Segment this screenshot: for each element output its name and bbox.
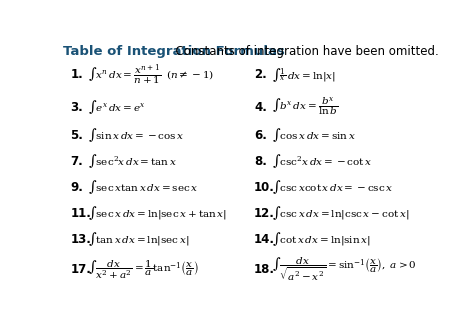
Text: 9.: 9. [70,181,83,194]
Text: 13.: 13. [70,233,91,246]
Text: 12.: 12. [254,207,275,220]
Text: $\int \csc x\cot x\,dx = -\csc x$: $\int \csc x\cot x\,dx = -\csc x$ [272,178,393,196]
Text: 4.: 4. [254,101,267,114]
Text: $\int \sec^2\!x\,dx = \tan x$: $\int \sec^2\!x\,dx = \tan x$ [88,152,177,170]
Text: 17.: 17. [70,263,91,276]
Text: $\int \tan x\,dx = \ln|\sec x|$: $\int \tan x\,dx = \ln|\sec x|$ [88,231,189,248]
Text: $\int \dfrac{dx}{x^2+a^2} = \dfrac{1}{a}\tan^{-1}\!\left(\dfrac{x}{a}\right)$: $\int \dfrac{dx}{x^2+a^2} = \dfrac{1}{a}… [88,258,199,281]
Text: Constants of integration have been omitted.: Constants of integration have been omitt… [168,45,438,58]
Text: $\int x^n\,dx = \dfrac{x^{n+1}}{n+1} \;\; (n \neq -1)$: $\int x^n\,dx = \dfrac{x^{n+1}}{n+1} \;\… [88,62,214,87]
Text: 2.: 2. [254,68,267,81]
Text: $\int \sec x\tan x\,dx = \sec x$: $\int \sec x\tan x\,dx = \sec x$ [88,178,198,196]
Text: $\int \sec x\,dx = \ln|\sec x + \tan x|$: $\int \sec x\,dx = \ln|\sec x + \tan x|$ [88,204,227,222]
Text: $\int \frac{1}{x}\,dx = \ln|x|$: $\int \frac{1}{x}\,dx = \ln|x|$ [272,66,336,84]
Text: Table of Integration Formulas: Table of Integration Formulas [63,45,285,58]
Text: $\int e^x\,dx = e^x$: $\int e^x\,dx = e^x$ [88,99,146,116]
Text: $\int \csc x\,dx = \ln|\csc x - \cot x|$: $\int \csc x\,dx = \ln|\csc x - \cot x|$ [272,204,409,222]
Text: $\int \cos x\,dx = \sin x$: $\int \cos x\,dx = \sin x$ [272,126,356,144]
Text: 18.: 18. [254,263,275,276]
Text: 5.: 5. [70,129,83,141]
Text: $\int \dfrac{dx}{\sqrt{a^2-x^2}} = \sin^{-1}\!\left(\dfrac{x}{a}\right),\; a>0$: $\int \dfrac{dx}{\sqrt{a^2-x^2}} = \sin^… [272,256,416,283]
Text: 10.: 10. [254,181,275,194]
Text: 8.: 8. [254,155,267,168]
Text: 6.: 6. [254,129,267,141]
Text: 3.: 3. [70,101,83,114]
Text: $\int \csc^2\!x\,dx = -\cot x$: $\int \csc^2\!x\,dx = -\cot x$ [272,152,372,170]
Text: 1.: 1. [70,68,83,81]
Text: $\int \sin x\,dx = -\cos x$: $\int \sin x\,dx = -\cos x$ [88,126,184,144]
Text: $\int b^x\,dx = \dfrac{b^x}{\ln b}$: $\int b^x\,dx = \dfrac{b^x}{\ln b}$ [272,96,338,118]
Text: 7.: 7. [70,155,83,168]
Text: 14.: 14. [254,233,275,246]
Text: $\int \cot x\,dx = \ln|\sin x|$: $\int \cot x\,dx = \ln|\sin x|$ [272,231,370,248]
Text: 11.: 11. [70,207,91,220]
